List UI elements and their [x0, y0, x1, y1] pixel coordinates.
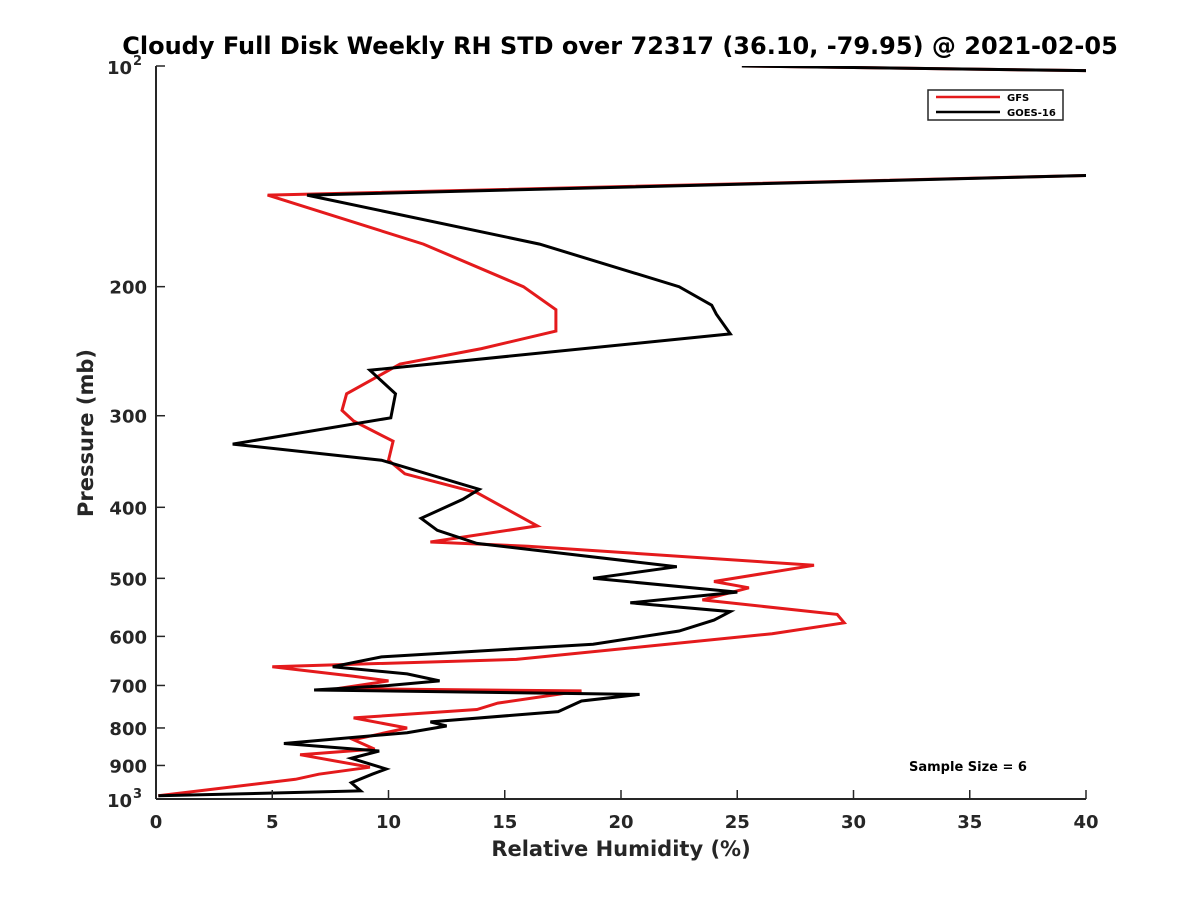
- y-axis-label: Pressure (mb): [74, 349, 98, 517]
- x-tick-label: 40: [1073, 812, 1098, 833]
- x-tick-label: 25: [725, 812, 750, 833]
- y-tick-label: 10: [107, 58, 132, 79]
- y-tick-label: 300: [109, 407, 147, 428]
- y-tick-label: 800: [109, 719, 147, 740]
- x-axis-label: Relative Humidity (%): [491, 837, 750, 861]
- legend-box: [927, 89, 1064, 121]
- y-tick-label: 500: [109, 569, 147, 590]
- x-tick-label: 5: [266, 812, 279, 833]
- legend-label: GFS: [1007, 93, 1029, 104]
- x-tick-label: 35: [957, 812, 982, 833]
- y-tick-label: 600: [109, 627, 147, 648]
- y-tick-label: 400: [109, 498, 147, 519]
- x-tick-label: 30: [841, 812, 866, 833]
- y-tick-exponent: 3: [133, 787, 142, 802]
- y-tick-label: 900: [109, 756, 147, 777]
- series-line-gfs: [158, 66, 1086, 798]
- x-tick-label: 20: [608, 812, 633, 833]
- x-ticks: 0 5 10 15 20 25 30 35 40: [150, 790, 1099, 833]
- x-tick-label: 0: [150, 812, 163, 833]
- legend-label: GOES-16: [1007, 108, 1056, 119]
- plot-lines: [158, 66, 1086, 798]
- x-tick-label: 15: [492, 812, 517, 833]
- chart-title: Cloudy Full Disk Weekly RH STD over 7231…: [122, 32, 1118, 60]
- y-tick-exponent: 2: [133, 54, 142, 69]
- sample-size-annotation: Sample Size = 6: [909, 760, 1027, 775]
- series-line-goes-16: [158, 66, 1086, 798]
- legend: GFS GOES-16: [927, 89, 1064, 121]
- x-tick-label: 10: [376, 812, 401, 833]
- y-tick-label: 200: [109, 278, 147, 299]
- y-tick-label: 10: [107, 791, 132, 812]
- y-tick-label: 700: [109, 676, 147, 697]
